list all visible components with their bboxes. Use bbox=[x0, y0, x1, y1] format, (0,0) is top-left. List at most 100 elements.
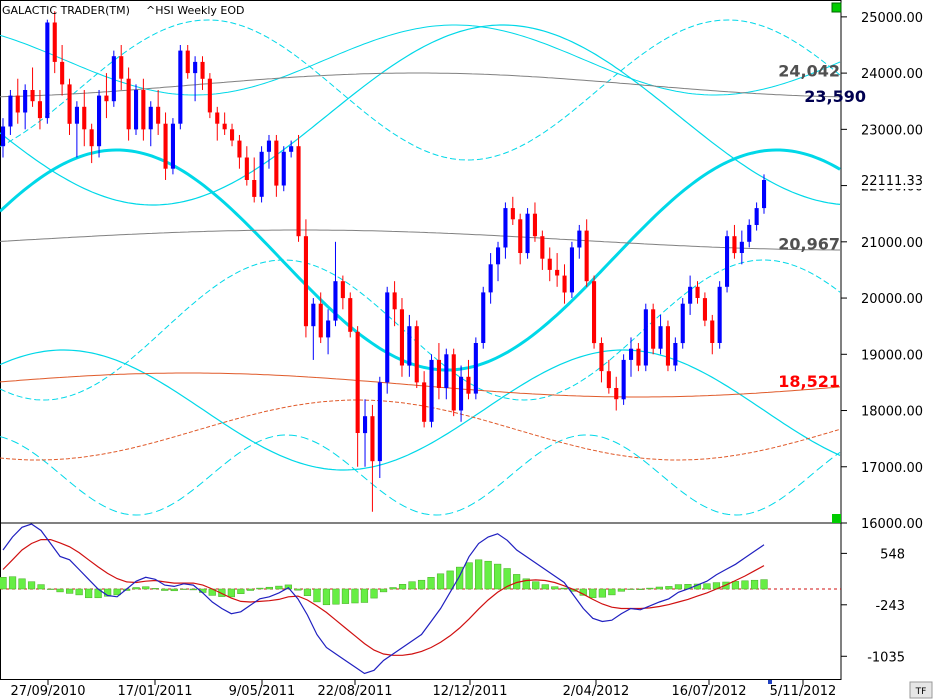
candle-body bbox=[510, 208, 515, 220]
scroll-marker bbox=[768, 680, 772, 684]
histogram-bar bbox=[85, 588, 93, 599]
candle-body bbox=[163, 123, 168, 169]
candle-body bbox=[451, 354, 456, 411]
histogram-bar bbox=[303, 588, 312, 596]
histogram-bar bbox=[674, 584, 683, 590]
candle-body bbox=[518, 219, 523, 253]
candle-body bbox=[8, 95, 13, 127]
candle-body bbox=[170, 123, 175, 169]
cycle-curve-gray bbox=[0, 229, 840, 251]
y-tick-label: 24000.00 bbox=[861, 67, 923, 82]
candle-body bbox=[717, 286, 722, 343]
x-tick-label: 27/09/2010 bbox=[11, 684, 86, 699]
candle-body bbox=[185, 50, 190, 74]
tf-button-box bbox=[909, 681, 933, 699]
y-tick-label: 23000.00 bbox=[861, 123, 923, 138]
candle-body bbox=[665, 326, 670, 366]
candle-body bbox=[74, 106, 79, 124]
histogram-bar bbox=[227, 588, 235, 598]
histogram-bar bbox=[522, 578, 530, 590]
histogram-bar bbox=[360, 588, 369, 603]
candle-body bbox=[119, 56, 124, 79]
histogram-bar bbox=[541, 584, 549, 590]
candle-body bbox=[326, 320, 331, 338]
candle-body bbox=[67, 84, 72, 124]
x-tick-label: 2/04/2012 bbox=[563, 684, 630, 699]
signal-line bbox=[2, 538, 765, 656]
candle-body bbox=[207, 78, 212, 113]
histogram-bar bbox=[284, 584, 292, 590]
x-tick-label: 9/05/2011 bbox=[229, 684, 296, 699]
candle-body bbox=[281, 151, 286, 186]
candle-body bbox=[266, 140, 271, 152]
histogram-bar bbox=[408, 581, 416, 590]
panel-marker bbox=[832, 514, 841, 523]
histogram-bar bbox=[265, 586, 273, 590]
histogram-bar bbox=[132, 587, 140, 590]
candle-body bbox=[318, 303, 323, 338]
y-tick-label: 19000.00 bbox=[861, 348, 923, 363]
cycle-curves bbox=[0, 19, 841, 516]
histogram-bar bbox=[313, 588, 321, 603]
candle-body bbox=[732, 236, 737, 254]
histogram-bar bbox=[322, 588, 331, 606]
candle-body bbox=[407, 326, 412, 366]
histogram-bar bbox=[294, 588, 302, 591]
candle-body bbox=[289, 146, 294, 152]
candle-body bbox=[762, 180, 767, 209]
candle-body bbox=[252, 180, 257, 197]
histogram-bar bbox=[760, 579, 768, 590]
y-tick-label: 25000.00 bbox=[861, 11, 923, 26]
histogram-bar bbox=[646, 587, 654, 590]
candle-body bbox=[739, 241, 744, 253]
chart-title: ^HSI Weekly EOD bbox=[146, 4, 245, 17]
x-tick-label: 5/11/2012 bbox=[770, 684, 837, 699]
candle-body bbox=[296, 146, 301, 237]
candle-body bbox=[222, 123, 227, 130]
candle-body bbox=[695, 286, 700, 298]
histogram-bar bbox=[608, 588, 616, 596]
histogram-bar bbox=[66, 588, 74, 594]
candle-body bbox=[274, 140, 279, 186]
y-tick-label: 20000.00 bbox=[861, 292, 923, 307]
candle-body bbox=[532, 213, 537, 237]
candle-body bbox=[577, 230, 582, 248]
candle-body bbox=[466, 376, 471, 394]
candle-body bbox=[200, 61, 205, 79]
candle-body bbox=[230, 129, 235, 141]
histogram-bar bbox=[75, 588, 83, 596]
histogram-bar bbox=[731, 581, 740, 590]
histogram-bar bbox=[370, 588, 378, 599]
candle-body bbox=[244, 157, 249, 180]
histogram-bar bbox=[113, 588, 121, 596]
y-tick-label: 21000.00 bbox=[861, 236, 923, 251]
tf-button[interactable]: TF bbox=[915, 687, 927, 697]
candle-body bbox=[148, 106, 153, 130]
candle-body bbox=[333, 281, 338, 321]
x-tick-label: 16/07/2012 bbox=[672, 684, 747, 699]
candle-body bbox=[547, 258, 552, 270]
histogram-bar bbox=[398, 584, 407, 590]
candle-body bbox=[363, 416, 368, 434]
histogram-bar bbox=[37, 584, 45, 590]
candle-body bbox=[606, 371, 611, 389]
candle-body bbox=[414, 326, 419, 383]
candle-body bbox=[178, 50, 183, 124]
candle-body bbox=[658, 326, 663, 349]
cycle-curve bbox=[0, 349, 841, 471]
histogram-bar bbox=[180, 588, 188, 590]
candle-body bbox=[643, 309, 648, 366]
candle-body bbox=[45, 22, 50, 119]
candle-body bbox=[1, 126, 6, 147]
histogram-bar bbox=[617, 588, 625, 592]
macd-y-tick-label: -243 bbox=[875, 599, 905, 614]
plot-frame bbox=[0, 0, 842, 680]
histogram-bar bbox=[484, 560, 492, 590]
candle-body bbox=[89, 129, 94, 147]
histogram-bar bbox=[532, 581, 540, 590]
histogram-bar bbox=[170, 588, 178, 592]
histogram-bar bbox=[142, 586, 150, 590]
candle-body bbox=[473, 343, 478, 394]
histogram-bar bbox=[436, 573, 445, 590]
candle-body bbox=[592, 281, 597, 344]
